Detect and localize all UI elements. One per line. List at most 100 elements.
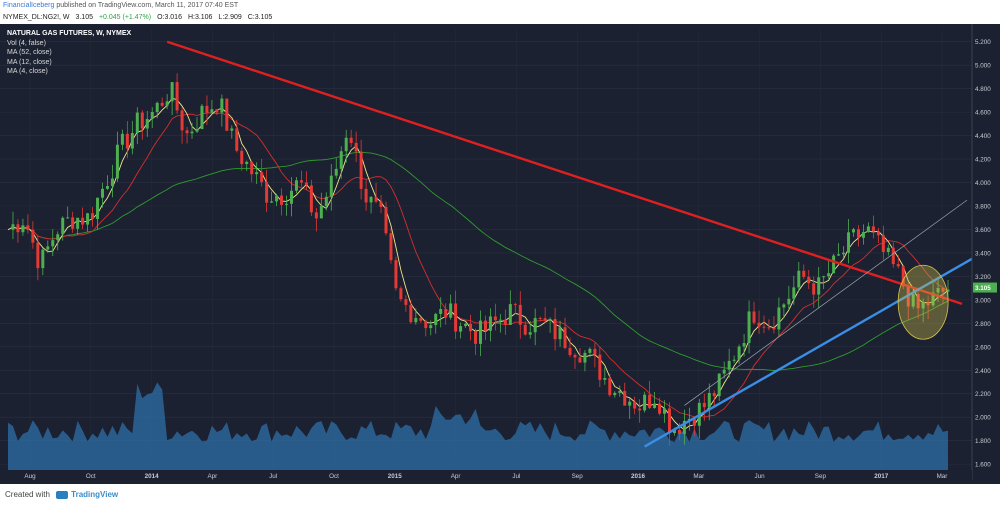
support-trendline	[644, 257, 973, 448]
candle-body	[921, 302, 925, 309]
candle-body	[150, 112, 154, 119]
candle-body	[46, 246, 50, 250]
candle-body	[623, 391, 627, 406]
y-tick-label: 2.800	[975, 321, 991, 328]
candle-body	[394, 260, 398, 289]
candle-body	[419, 318, 423, 321]
candle-body	[722, 369, 726, 374]
candle-body	[165, 101, 169, 106]
author-link[interactable]: FinancialIceberg	[3, 2, 55, 9]
y-tick-label: 4.200	[975, 157, 991, 164]
candle-body	[115, 144, 119, 179]
low-value: L:2.909	[218, 14, 242, 21]
candle-body	[185, 130, 189, 134]
candle-body	[643, 394, 647, 411]
candle-body	[891, 247, 895, 265]
candle-body	[474, 331, 478, 344]
candle-body	[901, 266, 905, 287]
change-value: +0.045 (+1.47%)	[98, 14, 152, 21]
candle-body	[86, 213, 90, 225]
candle-body	[265, 182, 269, 203]
candle-body	[125, 133, 129, 149]
candle-body	[110, 178, 114, 187]
candle-body	[100, 188, 104, 198]
candle-body	[91, 213, 95, 219]
symbol-label: NYMEX_DL:NG2!, W	[3, 14, 70, 21]
y-tick-label: 4.800	[975, 86, 991, 93]
candle-body	[488, 316, 492, 331]
candle-body	[911, 294, 915, 307]
candle-body	[603, 378, 607, 380]
candle-body	[777, 307, 781, 330]
candle-body	[215, 109, 219, 113]
candle-body	[717, 373, 721, 397]
candle-body	[663, 408, 667, 414]
candle-body	[866, 226, 870, 233]
candle-body	[742, 343, 746, 347]
candle-body	[369, 196, 373, 203]
candle-body	[289, 190, 293, 204]
candle-body	[145, 118, 149, 129]
y-tick-label: 5.200	[975, 39, 991, 46]
candle-body	[503, 319, 507, 325]
candle-body	[926, 302, 930, 306]
last-price-label: 3.105	[975, 285, 991, 292]
price-chart[interactable]: 5.200 5.000 4.800 4.600 4.400 4.200 4.000 3.800…	[0, 24, 1000, 480]
candle-body	[364, 188, 368, 203]
candle-body	[787, 298, 791, 305]
candle-body	[404, 299, 408, 305]
candle-body	[11, 224, 15, 230]
y-tick-label: 2.400	[975, 368, 991, 375]
y-tick-label: 5.000	[975, 63, 991, 70]
chart-area[interactable]: 5.200 5.000 4.800 4.600 4.400 4.200 4.000 3.800…	[0, 24, 1000, 480]
candle-body	[861, 232, 865, 238]
y-tick-label: 3.600	[975, 227, 991, 234]
resistance-trendline	[166, 40, 963, 306]
candle-body	[702, 402, 706, 408]
tradingview-logo-icon	[56, 490, 69, 499]
created-with-label: Created with	[5, 490, 50, 499]
candle-body	[558, 327, 562, 340]
candle-body	[842, 252, 846, 255]
candle-body	[852, 229, 856, 233]
candle-body	[737, 346, 741, 360]
candle-body	[71, 217, 75, 229]
candle-body	[96, 197, 100, 219]
candle-body	[439, 309, 443, 314]
candle-body	[190, 131, 194, 134]
footer: Created with TradingView	[0, 484, 1000, 506]
ma4-line	[7, 97, 949, 431]
candle-body	[409, 304, 413, 323]
candle-body	[518, 304, 522, 325]
candle-body	[837, 254, 841, 256]
candle-body	[528, 332, 532, 335]
candle-body	[563, 327, 567, 348]
candle-body	[672, 429, 676, 434]
candle-body	[876, 231, 880, 236]
last-price-marker	[973, 282, 997, 293]
x-tick-label: 2017	[874, 473, 889, 480]
candle-body	[379, 201, 383, 207]
candle-body	[653, 403, 657, 408]
candle-body	[16, 224, 20, 233]
candle-body	[56, 234, 60, 241]
x-tick-label: Sep	[572, 473, 584, 480]
candle-body	[319, 206, 323, 219]
candle-body	[349, 137, 353, 143]
candle-body	[533, 317, 537, 333]
time-axis-panel	[0, 470, 972, 480]
candle-body	[817, 277, 821, 295]
candle-body	[225, 98, 229, 131]
candle-body	[802, 270, 806, 277]
x-tick-label: Apr	[207, 473, 217, 480]
trendlines	[166, 40, 973, 448]
candle-body	[712, 392, 716, 397]
legend-item-ma12: MA (12, close)	[7, 58, 52, 66]
y-tick-label: 1.800	[975, 438, 991, 445]
candle-body	[31, 229, 35, 243]
x-tick-label: Oct	[86, 473, 96, 480]
tradingview-brand[interactable]: TradingView	[71, 490, 119, 499]
x-tick-label: 2014	[145, 473, 160, 480]
candle-body	[692, 418, 696, 426]
candle-body	[568, 347, 572, 355]
